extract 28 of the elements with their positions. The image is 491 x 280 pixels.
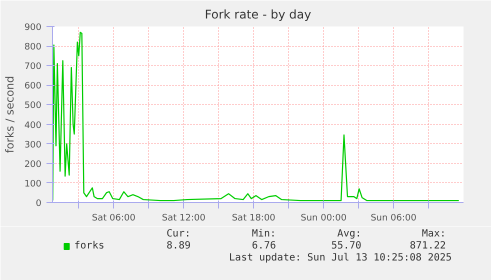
y-tick-label: 700 [24,62,42,72]
y-tick-label: 400 [24,120,42,131]
y-tick-label: 100 [24,179,42,190]
y-tick-label: 600 [24,82,42,92]
text: Last update: Sun Jul 13 10:25:08 2025 [229,252,452,264]
line-series [52,32,460,202]
text: 871.22 [410,240,446,252]
x-tick-label: Sat 18:00 [232,214,276,224]
x-tick-label: Sat 12:00 [162,214,206,224]
text: Max: [422,228,446,240]
chart-title: Fork rate - by day [204,8,312,22]
y-tick-label: 800 [24,42,42,53]
y-tick-label: 900 [24,23,42,33]
text: 8.89 [166,240,191,252]
x-tick-label: Sun 00:00 [300,214,347,224]
y-tick-label: 200 [24,160,42,170]
y-tick-label: 500 [24,101,42,112]
y-axis-title: forks / second [3,76,16,154]
text: Min: [252,228,276,240]
text: Cur: [166,228,191,240]
text: 55.70 [331,240,362,252]
text: 6.76 [252,240,276,252]
text: Avg: [337,228,362,240]
legend-label: forks [74,240,104,252]
y-tick-label: 0 [36,199,42,209]
x-tick-label: Sun 06:00 [370,214,417,224]
x-tick-label: Sat 06:00 [92,214,136,224]
y-tick-label: 300 [24,140,42,150]
